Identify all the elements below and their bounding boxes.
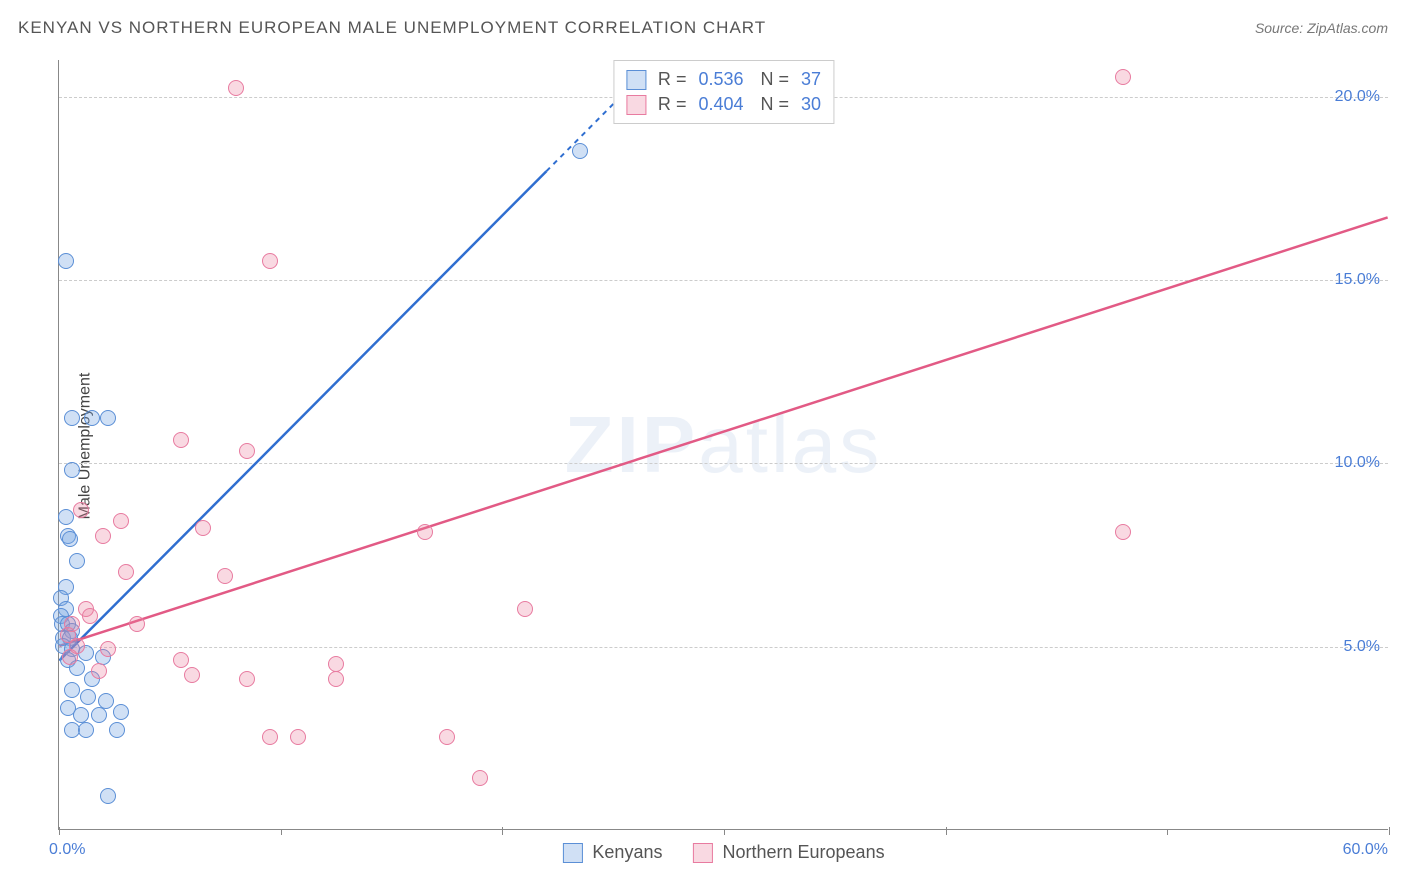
data-point <box>109 722 125 738</box>
data-point <box>239 671 255 687</box>
data-point <box>173 432 189 448</box>
data-point <box>113 704 129 720</box>
data-point <box>184 667 200 683</box>
legend-label-kenyans: Kenyans <box>592 842 662 863</box>
data-point <box>69 553 85 569</box>
data-point <box>100 641 116 657</box>
data-point <box>328 656 344 672</box>
data-point <box>64 410 80 426</box>
n-value-neuropeans: 30 <box>801 94 821 115</box>
data-point <box>228 80 244 96</box>
data-point <box>64 682 80 698</box>
r-value-neuropeans: 0.404 <box>698 94 743 115</box>
plot-area: ZIPatlas R = 0.536 N = 37 R = 0.404 N = … <box>58 60 1388 830</box>
data-point <box>91 663 107 679</box>
bottom-legend: Kenyans Northern Europeans <box>562 842 884 863</box>
y-tick-label: 5.0% <box>1344 638 1380 656</box>
x-tick-minor <box>281 829 282 835</box>
trend-lines <box>59 60 1388 829</box>
data-point <box>82 608 98 624</box>
x-tick-major <box>59 827 60 835</box>
legend-item-neuropeans: Northern Europeans <box>692 842 884 863</box>
data-point <box>290 729 306 745</box>
legend-swatch-kenyans-bottom <box>562 843 582 863</box>
legend-swatch-kenyans <box>626 70 646 90</box>
data-point <box>173 652 189 668</box>
legend-label-neuropeans: Northern Europeans <box>722 842 884 863</box>
data-point <box>73 502 89 518</box>
gridline <box>59 463 1388 464</box>
data-point <box>517 601 533 617</box>
legend-item-kenyans: Kenyans <box>562 842 662 863</box>
x-tick-minor <box>724 829 725 835</box>
x-tick-major <box>502 827 503 835</box>
x-label-min: 0.0% <box>49 841 85 859</box>
chart-title: KENYAN VS NORTHERN EUROPEAN MALE UNEMPLO… <box>18 18 766 38</box>
data-point <box>95 528 111 544</box>
x-label-max: 60.0% <box>1343 841 1388 859</box>
data-point <box>439 729 455 745</box>
data-point <box>78 722 94 738</box>
data-point <box>98 693 114 709</box>
gridline <box>59 280 1388 281</box>
stats-legend-box: R = 0.536 N = 37 R = 0.404 N = 30 <box>613 60 834 124</box>
stats-row-series2: R = 0.404 N = 30 <box>626 92 821 117</box>
watermark: ZIPatlas <box>565 399 882 491</box>
data-point <box>572 143 588 159</box>
data-point <box>217 568 233 584</box>
data-point <box>91 707 107 723</box>
data-point <box>64 462 80 478</box>
r-value-kenyans: 0.536 <box>698 69 743 90</box>
data-point <box>84 410 100 426</box>
legend-swatch-neuropeans <box>626 95 646 115</box>
data-point <box>262 253 278 269</box>
data-point <box>58 253 74 269</box>
data-point <box>472 770 488 786</box>
x-tick-minor <box>1167 829 1168 835</box>
x-tick-major <box>1389 827 1390 835</box>
data-point <box>195 520 211 536</box>
data-point <box>62 649 78 665</box>
gridline <box>59 647 1388 648</box>
chart-header: KENYAN VS NORTHERN EUROPEAN MALE UNEMPLO… <box>18 18 1388 38</box>
legend-swatch-neuropeans-bottom <box>692 843 712 863</box>
data-point <box>328 671 344 687</box>
data-point <box>262 729 278 745</box>
data-point <box>1115 524 1131 540</box>
data-point <box>100 788 116 804</box>
data-point <box>73 707 89 723</box>
y-tick-label: 15.0% <box>1335 271 1380 289</box>
data-point <box>113 513 129 529</box>
y-tick-label: 10.0% <box>1335 454 1380 472</box>
data-point <box>118 564 134 580</box>
data-point <box>239 443 255 459</box>
data-point <box>62 531 78 547</box>
x-tick-major <box>946 827 947 835</box>
y-tick-label: 20.0% <box>1335 88 1380 106</box>
source-attribution: Source: ZipAtlas.com <box>1255 20 1388 36</box>
data-point <box>58 509 74 525</box>
data-point <box>129 616 145 632</box>
data-point <box>1115 69 1131 85</box>
n-value-kenyans: 37 <box>801 69 821 90</box>
data-point <box>417 524 433 540</box>
data-point <box>100 410 116 426</box>
data-point <box>80 689 96 705</box>
stats-row-series1: R = 0.536 N = 37 <box>626 67 821 92</box>
